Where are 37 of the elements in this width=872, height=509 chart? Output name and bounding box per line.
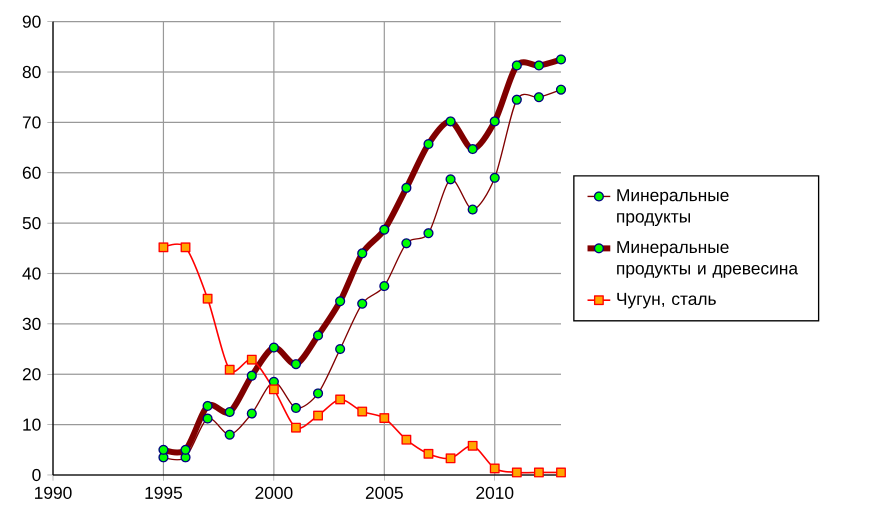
point: [512, 468, 522, 478]
point: [357, 406, 368, 416]
y-tick-label: 0: [32, 468, 41, 482]
x-tick-label: 2000: [255, 486, 292, 499]
point: [268, 384, 279, 394]
point: [401, 434, 412, 445]
x-tick-label: 2005: [366, 486, 403, 499]
point: [202, 294, 213, 304]
y-tick-label: 60: [22, 166, 41, 179]
point: [556, 468, 566, 478]
point: [424, 448, 434, 459]
y-tick-label: 70: [22, 116, 41, 129]
x-tick-label: 1995: [145, 486, 182, 499]
y-tick-label: 30: [22, 318, 41, 330]
point: [468, 440, 478, 451]
point: [335, 394, 346, 404]
point: [379, 413, 390, 424]
legend-label: Минеральные продукты: [617, 189, 729, 226]
point: [534, 468, 544, 478]
y-tick-label: 50: [22, 216, 41, 230]
y-tick-label: 10: [23, 418, 41, 431]
point: [158, 242, 168, 252]
point: [313, 410, 323, 420]
legend-label: Чугун, сталь: [617, 292, 716, 308]
point: [291, 422, 301, 433]
point: [224, 364, 235, 375]
y-tick-label: 40: [22, 267, 41, 280]
y-tick-label: 90: [22, 16, 41, 28]
y-tick-label: 80: [22, 66, 41, 78]
x-tick-label: 1990: [35, 486, 72, 499]
y-tick-label: 20: [22, 368, 41, 380]
legend-label: Минеральные продукты и древесина: [617, 241, 798, 278]
point: [490, 464, 500, 474]
point: [446, 453, 456, 464]
x-tick-label: 2010: [476, 486, 514, 499]
point: [180, 242, 190, 252]
point: [246, 354, 257, 365]
